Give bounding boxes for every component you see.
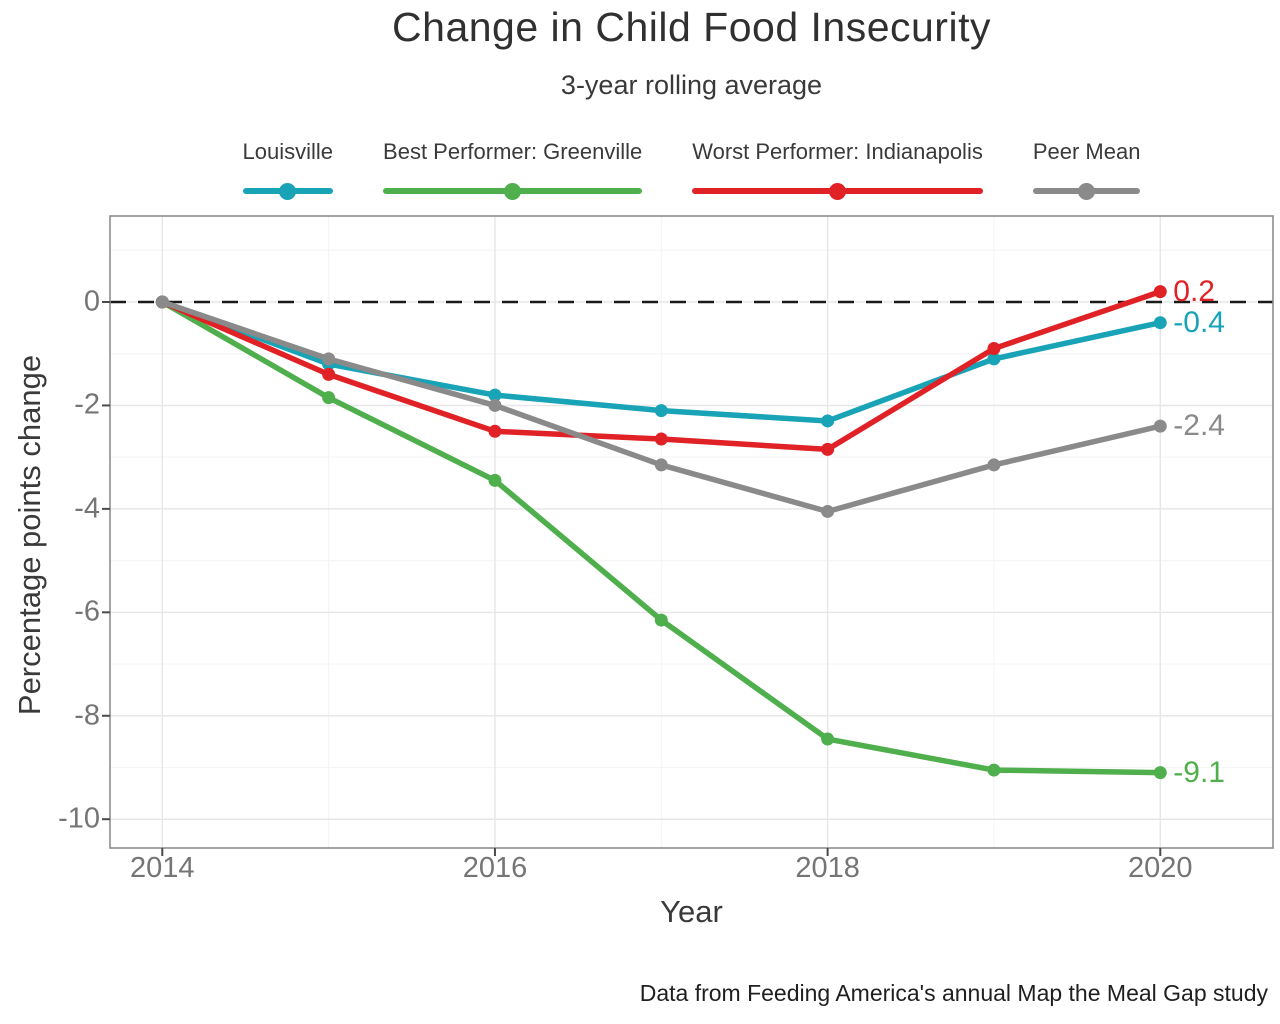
y-tick-label-neg4: -4: [74, 492, 100, 525]
legend-label-greenville: Best Performer: Greenville: [383, 139, 643, 164]
caption: Data from Feeding America's annual Map t…: [639, 980, 1268, 1006]
legend-swatch-indianapolis: [692, 182, 983, 200]
x-tick-label-2018: 2018: [795, 852, 860, 884]
point-marker-icon: [504, 182, 522, 200]
y-axis-title: Percentage points change: [12, 354, 47, 716]
end-label-peer-mean: -2.4: [1173, 409, 1225, 443]
y-tick-label-neg2: -2: [74, 388, 100, 421]
legend-label-peer-mean: Peer Mean: [1032, 139, 1141, 164]
legend-label-louisville: Louisville: [242, 139, 334, 164]
point-marker-icon: [1078, 182, 1096, 200]
end-label-louisville: -0.4: [1173, 305, 1225, 339]
legend-item-louisville: Louisville: [242, 139, 334, 200]
end-label-indianapolis: 0.2: [1173, 274, 1215, 308]
y-tick-label-neg10: -10: [58, 802, 100, 835]
x-tick-label-2016: 2016: [462, 852, 528, 884]
legend-swatch-louisville: [242, 182, 334, 200]
legend-label-indianapolis: Worst Performer: Indianapolis: [692, 139, 983, 164]
x-axis-title: Year: [660, 894, 723, 929]
legend-swatch-peer-mean: [1032, 182, 1141, 200]
chart-subtitle: 3-year rolling average: [560, 70, 823, 100]
x-tick-label-2020: 2020: [1128, 852, 1193, 884]
legend-item-greenville: Best Performer: Greenville: [383, 139, 643, 200]
y-tick-label-0: 0: [83, 285, 100, 318]
end-label-greenville: -9.1: [1173, 755, 1225, 789]
x-tick-label-2014: 2014: [130, 852, 195, 884]
chart-title: Change in Child Food Insecurity: [392, 4, 991, 50]
y-tick-label-neg6: -6: [74, 595, 100, 628]
legend-item-peer-mean: Peer Mean: [1032, 139, 1141, 200]
legend: Louisville Best Performer: Greenville Wo…: [110, 139, 1273, 200]
legend-swatch-greenville: [383, 182, 643, 200]
point-marker-icon: [279, 182, 297, 200]
legend-item-indianapolis: Worst Performer: Indianapolis: [692, 139, 983, 200]
point-marker-icon: [829, 182, 847, 200]
y-tick-label-neg8: -8: [74, 699, 100, 732]
